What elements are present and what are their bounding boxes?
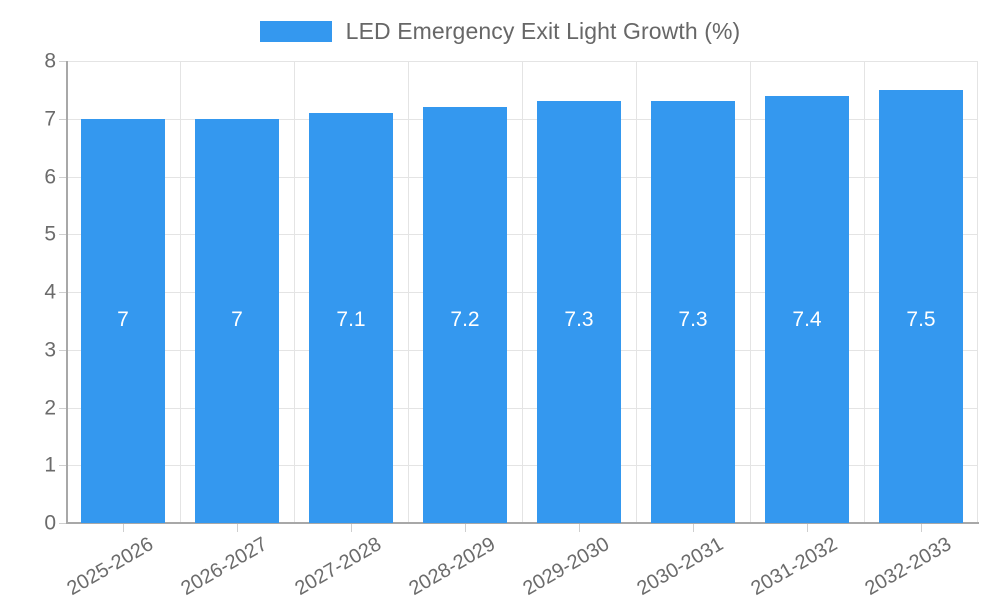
x-tick-mark: [465, 524, 466, 532]
y-axis: 0 1 2 3 4 5 6 7 8: [0, 0, 66, 600]
bar-value-label: 7.1: [336, 308, 366, 332]
y-tick-mark: [59, 465, 66, 467]
y-tick-label: 7: [44, 107, 56, 131]
bar[interactable]: 7: [81, 118, 165, 523]
gridline-vertical: [864, 61, 865, 523]
bar[interactable]: 7.3: [537, 101, 621, 523]
x-tick-label: 2031-2032: [747, 533, 842, 600]
y-tick-mark: [59, 292, 66, 293]
chart-legend: LED Emergency Exit Light Growth (%): [0, 14, 1000, 48]
x-tick-label: 2028-2029: [405, 533, 500, 600]
y-axis-line: [66, 61, 68, 524]
gridline-vertical: [180, 61, 181, 523]
x-tick-mark: [693, 524, 694, 532]
x-tick-mark: [351, 524, 352, 532]
bar-value-label: 7.3: [564, 308, 594, 332]
bar-value-label: 7.5: [906, 308, 936, 332]
bar-value-label: 7.3: [678, 308, 708, 332]
y-tick-mark: [59, 234, 66, 236]
gridline-vertical: [977, 61, 978, 523]
bar-value-label: 7.2: [450, 308, 480, 332]
bar[interactable]: 7.4: [765, 95, 849, 523]
y-tick-mark: [59, 118, 66, 120]
y-tick-label: 2: [44, 396, 56, 419]
x-tick-label: 2027-2028: [291, 533, 386, 600]
y-tick-label: 1: [44, 453, 56, 477]
bar[interactable]: 7: [195, 118, 279, 523]
gridline-vertical: [294, 61, 295, 523]
bar[interactable]: 7.2: [423, 107, 507, 523]
bar-value-label: 7: [117, 308, 129, 332]
x-tick-label: 2030-2031: [633, 533, 728, 600]
x-tick-mark: [237, 524, 238, 532]
x-axis-line: [66, 522, 979, 524]
bar[interactable]: 7.3: [651, 101, 735, 523]
bar-value-label: 7.4: [792, 308, 822, 332]
gridline-vertical: [408, 61, 409, 523]
y-tick-label: 3: [44, 338, 56, 362]
bar-value-label: 7: [231, 308, 243, 332]
y-tick-mark: [59, 349, 66, 351]
legend-label[interactable]: LED Emergency Exit Light Growth (%): [345, 17, 741, 44]
x-tick-mark: [579, 524, 580, 532]
y-tick-mark: [59, 523, 66, 524]
y-tick-label: 5: [44, 222, 56, 246]
x-tick-label: 2032-2033: [861, 533, 956, 600]
x-tick-mark: [807, 524, 808, 532]
plot-area: [66, 61, 978, 524]
x-tick-label: 2025-2026: [63, 533, 158, 600]
y-tick-mark: [59, 407, 66, 409]
x-tick-mark: [921, 524, 922, 532]
y-tick-label: 8: [44, 49, 56, 73]
x-tick-label: 2026-2027: [177, 533, 272, 600]
bar[interactable]: 7.1: [309, 112, 393, 523]
gridline-vertical: [636, 61, 637, 523]
y-tick-mark: [59, 61, 66, 62]
x-tick-label: 2029-2030: [519, 533, 614, 600]
y-tick-mark: [59, 176, 66, 178]
y-tick-label: 4: [44, 280, 56, 304]
x-tick-mark: [123, 524, 124, 532]
bars-container: 7 7 7.1 7.2 7.3 7.3 7.4 7.5: [66, 61, 978, 523]
y-tick-label: 6: [44, 165, 56, 188]
legend-swatch-icon[interactable]: [259, 20, 332, 42]
y-tick-label: 0: [44, 511, 56, 535]
gridline-vertical: [750, 61, 751, 523]
bar[interactable]: 7.5: [879, 89, 963, 523]
gridline-vertical: [522, 61, 523, 523]
